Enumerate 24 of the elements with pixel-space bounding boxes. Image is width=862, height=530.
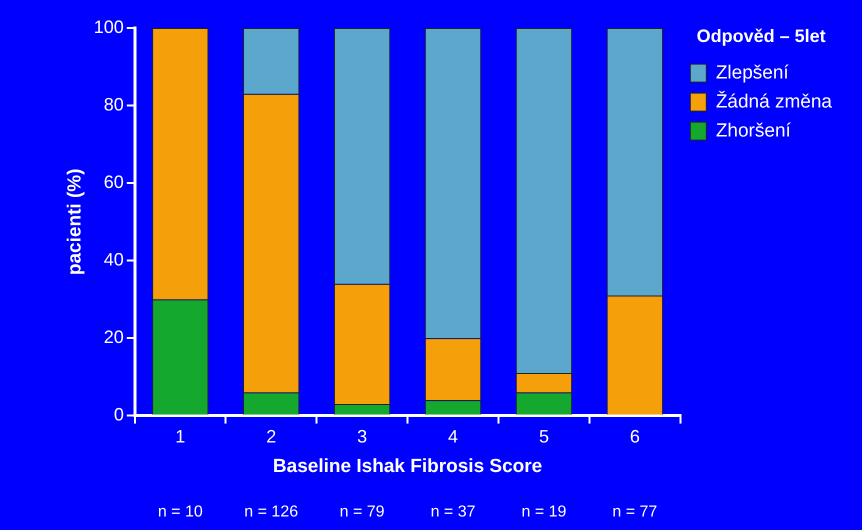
y-axis-title: pacienti (%): [64, 168, 86, 276]
x-tick-label: 4: [448, 426, 458, 446]
x-tick-label: 5: [538, 426, 549, 446]
x-tick-label: 3: [357, 426, 368, 446]
x-tick-label: 1: [175, 426, 186, 446]
x-axis-title: Baseline Ishak Fibrosis Score: [272, 456, 542, 477]
text: n = 77: [612, 503, 658, 520]
text: n = 37: [430, 503, 476, 520]
text: n = 10: [158, 503, 203, 520]
text: n = 126: [244, 503, 298, 520]
legend-label: Zhoršení: [716, 120, 792, 142]
legend-title: Odpověd – 5let: [696, 26, 826, 46]
y-tick-label: 100: [94, 16, 124, 37]
x-tick-label: 2: [266, 426, 276, 446]
y-tick-label: 60: [104, 172, 124, 192]
x-tick-label: 6: [630, 426, 640, 446]
legend-label: Žádná změna: [716, 90, 832, 112]
text: n = 79: [340, 503, 385, 520]
y-tick-label: 0: [114, 404, 124, 425]
y-tick-label: 40: [104, 250, 124, 270]
text: n = 19: [521, 503, 567, 520]
y-tick-label: 80: [104, 94, 124, 114]
legend-label: Zlepšení: [716, 62, 790, 84]
y-tick-label: 20: [104, 327, 124, 348]
